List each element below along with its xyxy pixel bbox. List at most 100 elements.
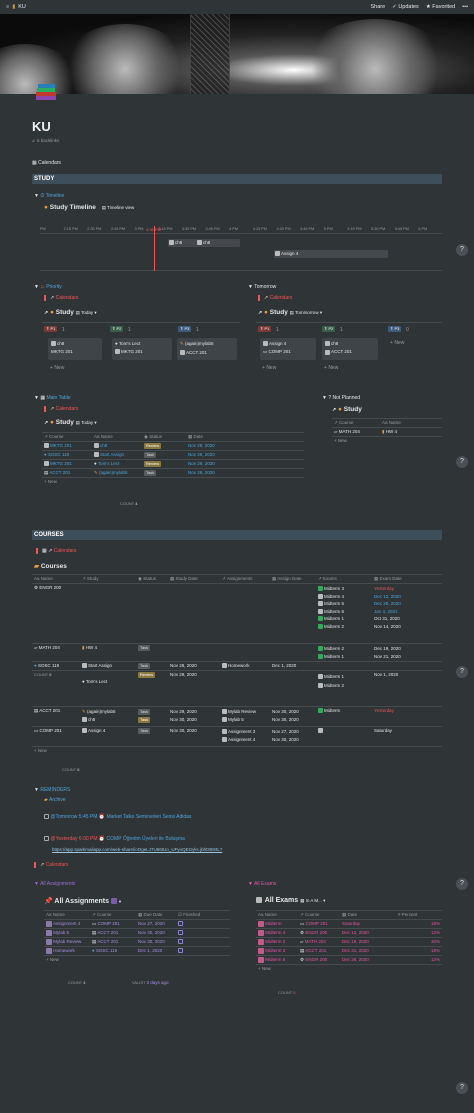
table-row[interactable]: Mylab 5 ▤ ACCT 201 Nov 30, 2020 bbox=[44, 928, 230, 938]
name-cell[interactable]: Tom's Lect bbox=[97, 461, 120, 466]
table-row[interactable]: Assignment 4 ▭ COMP 201 Nov 27, 2020 bbox=[44, 919, 230, 929]
courses-calendars-link[interactable]: ▦ ↗ Calendars bbox=[36, 548, 77, 554]
course-cell[interactable]: MKTG 201 bbox=[50, 461, 72, 466]
page-icon[interactable] bbox=[36, 80, 58, 102]
menu-icon[interactable]: ≡ bbox=[6, 4, 10, 10]
new-card-button[interactable]: + New bbox=[262, 365, 277, 371]
table-row[interactable]: ● SOSC 119 Start Assign Task Nov 28, 202… bbox=[32, 661, 442, 671]
table-row[interactable]: MKTG 201 ● Tom's Lect Review Nov 29, 2020 bbox=[42, 459, 304, 469]
all-exams-toggle[interactable]: ▼ All Exams bbox=[248, 881, 276, 887]
share-button[interactable]: Share bbox=[370, 4, 386, 10]
checkbox[interactable] bbox=[178, 921, 183, 927]
reminder-item[interactable]: @Yesterday 6:00 PM ⏰ COMP Öğretim Üyeler… bbox=[44, 836, 185, 842]
column-header[interactable]: Aa Name bbox=[256, 910, 298, 920]
reminder-url[interactable]: https://app.sparkmailapp.com/web-share/i… bbox=[52, 847, 223, 852]
table-row[interactable]: Midterm 4 ⚙ ENGR 200 Dec 12, 2020 12% bbox=[256, 928, 442, 938]
help-button[interactable]: ? bbox=[456, 666, 468, 678]
assignment-link[interactable]: Assignment 4 bbox=[228, 736, 256, 742]
assignment-name[interactable]: Mylab 5 bbox=[53, 930, 70, 936]
new-row-button[interactable]: + New bbox=[332, 436, 442, 445]
p1-tag[interactable]: ⇑ P1 bbox=[258, 326, 272, 332]
course-name[interactable]: MATH 204 bbox=[38, 645, 60, 650]
table-row[interactable]: ● SOSC 119 Start Assign Task Nov 29, 2020 bbox=[42, 450, 304, 460]
exam-link[interactable]: Midterm 1 bbox=[324, 653, 345, 659]
table-row[interactable]: Midterm 2 ▱ MATH 204 Dec 19, 2020 30% bbox=[256, 937, 442, 947]
all-assignments-title-label[interactable]: All Assignments bbox=[54, 898, 109, 905]
priority-study-label[interactable]: Study bbox=[55, 309, 74, 316]
table-row[interactable]: Midterm ▭ COMP 201 Saturday 18% bbox=[256, 919, 442, 929]
board-card[interactable]: ch8 ACCT 201 bbox=[322, 338, 378, 360]
course-name[interactable]: SOSC 119 bbox=[37, 663, 60, 668]
p1-tag[interactable]: ⇑ P1 bbox=[44, 326, 58, 332]
course-cell[interactable]: SOSC 119 bbox=[47, 452, 70, 457]
calendars-link[interactable]: ▦ Calendars bbox=[32, 160, 61, 166]
main-table-toggle[interactable]: ▼ ▦ Main Table bbox=[34, 395, 71, 401]
column-header[interactable]: ↗ Exams bbox=[316, 574, 372, 584]
reminder-date[interactable]: @Tomorrow 5:45 PM bbox=[50, 814, 98, 820]
favorite-button[interactable]: ★ Favorited bbox=[426, 4, 455, 10]
checkbox[interactable] bbox=[178, 948, 183, 954]
exam-link[interactable]: Midterm 2 bbox=[324, 623, 345, 629]
tomorrow-study-label[interactable]: Study bbox=[269, 309, 288, 316]
table-row[interactable]: Midterm 5 ⚙ ENGR 200 Dec 28, 2020 12% bbox=[256, 955, 442, 965]
p3-tag[interactable]: ⇑ P3 bbox=[178, 326, 192, 332]
help-button[interactable]: ? bbox=[456, 1082, 468, 1094]
board-card[interactable]: Assign 4 ▭ COMP 201 bbox=[260, 338, 316, 360]
table-row[interactable]: ⚙ ENGR 200 Midterm 3 Midterm 4 Midterm 5… bbox=[32, 583, 442, 644]
all-assignments-toggle[interactable]: ▼ All Assignments bbox=[34, 881, 75, 887]
checkbox[interactable] bbox=[178, 939, 183, 945]
checkbox[interactable] bbox=[44, 836, 49, 842]
view-button[interactable]: ▦ In A M... ▾ bbox=[300, 898, 326, 903]
breadcrumb[interactable]: ≡ ▮ KU bbox=[6, 4, 26, 10]
study-link[interactable]: (again)mylab5 bbox=[87, 709, 116, 714]
course-name[interactable]: COMP 201 bbox=[39, 728, 62, 733]
course-cell[interactable]: ENGR 200 bbox=[305, 957, 328, 962]
table-row[interactable]: COUNT 6 ● Tom's Lect Review Nov 29, 2020… bbox=[32, 670, 442, 707]
priority-toggle[interactable]: ▼ ♨ Priority bbox=[34, 284, 62, 290]
assignment-link[interactable]: Homework bbox=[228, 663, 250, 668]
assignment-name[interactable]: Assignment 4 bbox=[53, 921, 81, 927]
p3-tag[interactable]: ⇑ P3 bbox=[388, 326, 402, 332]
exam-link[interactable]: Midterm 6 bbox=[324, 608, 345, 614]
name-cell[interactable]: (again)mylab5 bbox=[99, 470, 128, 475]
main-table-calendars-link[interactable]: ↗ Calendars bbox=[44, 406, 78, 412]
table-row[interactable]: ▱ MATH 204 ▮ HW 4 Task Midterm 2 Midterm … bbox=[32, 643, 442, 662]
reminder-date[interactable]: @Yesterday 6:00 PM bbox=[50, 836, 98, 842]
name-cell[interactable]: Start Assign bbox=[100, 452, 125, 457]
calendars-link-2[interactable]: ↗ Calendars bbox=[34, 862, 68, 868]
timeline-bar[interactable]: Assign 4 bbox=[274, 250, 388, 258]
assignment-link[interactable]: Mylab Review bbox=[228, 709, 257, 714]
exam-link[interactable]: Midterm 1 bbox=[324, 674, 345, 679]
column-header[interactable]: ↗ Course bbox=[298, 910, 340, 920]
p2-tag[interactable]: ⇑ P2 bbox=[322, 326, 336, 332]
assignment-link[interactable]: Mylab 5 bbox=[228, 716, 244, 722]
study-link[interactable]: Assign 4 bbox=[88, 728, 106, 733]
not-planned-study-label[interactable]: Study bbox=[343, 406, 362, 413]
name-cell[interactable]: ch8 bbox=[100, 443, 108, 448]
exam-link[interactable]: Midterm 5 bbox=[324, 601, 345, 606]
page-title[interactable]: KU bbox=[32, 119, 51, 134]
view-button[interactable]: ▤ Today ▾ bbox=[75, 420, 97, 425]
assignment-name[interactable]: Homework bbox=[53, 948, 75, 954]
exam-name[interactable]: Midterm 4 bbox=[265, 930, 286, 936]
table-row[interactable]: Homework ● SOSC 119 Dec 1, 2020 bbox=[44, 946, 230, 956]
column-header[interactable]: ↗ Study bbox=[80, 574, 136, 584]
tomorrow-toggle[interactable]: ▼ Tomorrow bbox=[248, 284, 276, 290]
new-row-button[interactable]: + New bbox=[42, 477, 304, 486]
help-button[interactable]: ? bbox=[456, 456, 468, 468]
course-cell[interactable]: SOSC 119 bbox=[95, 948, 118, 953]
p2-tag[interactable]: ⇑ P2 bbox=[110, 326, 124, 332]
column-header[interactable]: ▦ Exam Date bbox=[372, 574, 442, 584]
column-header[interactable]: ☑ Finished bbox=[176, 910, 230, 920]
column-header[interactable]: ◉ Status bbox=[136, 574, 168, 584]
column-header[interactable]: Aa Name bbox=[92, 432, 142, 442]
main-table-study-label[interactable]: Study bbox=[55, 419, 74, 426]
course-cell[interactable]: ACCT 201 bbox=[49, 470, 71, 475]
column-header[interactable]: # Percent bbox=[396, 910, 442, 920]
updates-button[interactable]: ✓ Updates bbox=[392, 4, 419, 10]
column-header[interactable]: ↗ Course bbox=[332, 418, 380, 428]
board-card[interactable]: ch8 MKTG 201 bbox=[48, 338, 102, 360]
table-row[interactable]: ▤ ACCT 201 ✎ (again)mylab5 ch8 Task Task N… bbox=[32, 706, 442, 727]
priority-calendars-link[interactable]: ↗ Calendars bbox=[44, 295, 78, 301]
exam-name[interactable]: Midterm 5 bbox=[265, 957, 286, 963]
